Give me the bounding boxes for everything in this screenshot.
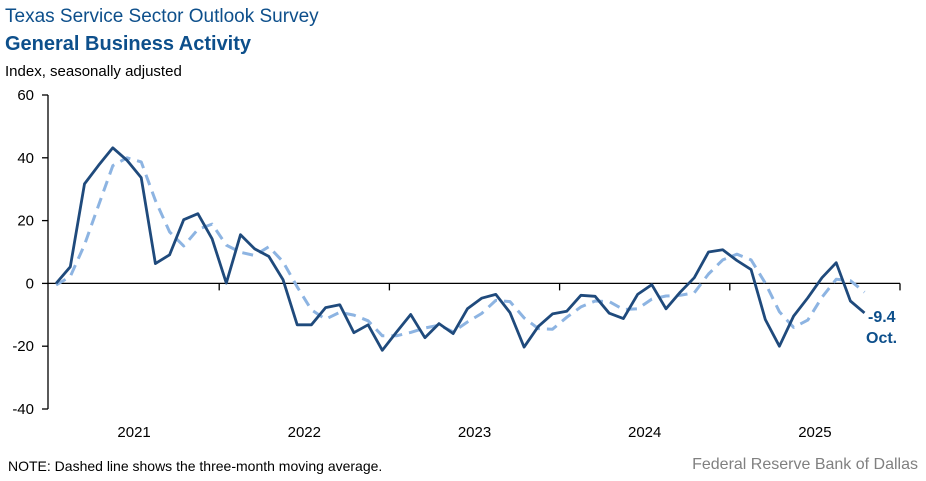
- chart-subtitle: General Business Activity: [5, 33, 252, 55]
- chart-source: Federal Reserve Bank of Dallas: [692, 456, 918, 473]
- x-tick-label: 2021: [117, 424, 150, 441]
- y-tick-label: 40: [17, 150, 34, 167]
- y-tick-label: 60: [17, 87, 34, 104]
- y-tick-label: 0: [26, 275, 34, 292]
- x-tick-label: 2022: [288, 424, 321, 441]
- index-line: [55, 146, 866, 352]
- chart-title: Texas Service Sector Outlook Survey: [5, 6, 319, 27]
- y-axis-unit-label: Index, seasonally adjusted: [5, 63, 182, 80]
- y-tick-label: -40: [12, 401, 34, 418]
- x-tick-label: 2024: [628, 424, 661, 441]
- chart-note: NOTE: Dashed line shows the three-month …: [8, 458, 383, 474]
- x-tick-label: 2025: [798, 424, 831, 441]
- y-tick-label: 20: [17, 213, 34, 230]
- latest-value-label: -9.4: [868, 309, 896, 326]
- latest-month-label: Oct.: [866, 330, 897, 347]
- moving_average-line: [55, 156, 866, 338]
- y-tick-label: -20: [12, 338, 34, 355]
- x-tick-label: 2023: [458, 424, 491, 441]
